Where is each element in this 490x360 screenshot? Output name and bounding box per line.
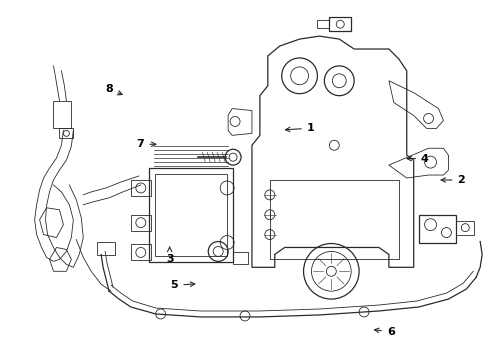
Bar (59, 129, 74, 138)
Bar (97, 242, 115, 255)
Bar (270, 180, 399, 260)
Text: 3: 3 (166, 247, 173, 264)
Bar (131, 215, 151, 231)
Text: 7: 7 (137, 139, 156, 149)
Bar (329, 17, 351, 31)
Bar (155, 174, 227, 256)
Bar (233, 252, 248, 264)
Text: 6: 6 (374, 327, 395, 337)
Text: 5: 5 (171, 280, 195, 291)
Bar (131, 244, 151, 260)
Bar (456, 221, 474, 235)
Bar (149, 168, 233, 262)
Text: 4: 4 (407, 154, 429, 163)
Text: 1: 1 (286, 123, 315, 133)
Bar (53, 100, 72, 129)
Bar (418, 215, 456, 243)
Text: 2: 2 (441, 175, 465, 185)
Bar (318, 20, 329, 28)
Bar (131, 180, 151, 196)
Text: 8: 8 (105, 84, 122, 95)
